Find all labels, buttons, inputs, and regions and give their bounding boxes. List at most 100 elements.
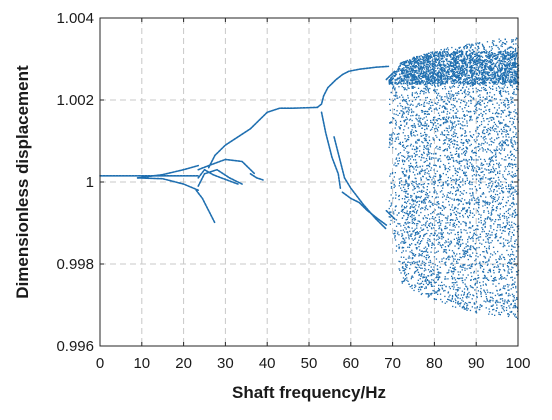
chaos-point xyxy=(493,72,496,74)
chaos-point xyxy=(436,119,438,122)
chaos-point xyxy=(491,206,493,209)
chaos-point xyxy=(460,165,462,167)
chaos-point xyxy=(503,131,505,133)
chaos-point xyxy=(402,141,404,143)
chaos-point xyxy=(452,85,454,87)
chaos-point xyxy=(437,85,440,87)
chaos-point xyxy=(400,124,402,126)
chaos-point xyxy=(441,196,444,198)
chaos-point xyxy=(506,130,508,132)
chaos-point xyxy=(391,134,393,136)
branch-line xyxy=(136,164,200,179)
chaos-point xyxy=(432,262,434,265)
chaos-point xyxy=(414,219,417,221)
chaos-point xyxy=(416,248,418,250)
chaos-point xyxy=(513,93,515,95)
chaos-point xyxy=(454,112,456,114)
chaos-point xyxy=(498,162,500,164)
chaos-point xyxy=(483,129,485,131)
chaos-point xyxy=(446,301,448,303)
chaos-point xyxy=(407,273,410,275)
chaos-point xyxy=(392,81,394,83)
chaos-point xyxy=(458,75,460,77)
chaos-point xyxy=(476,77,478,80)
chaos-point xyxy=(483,277,485,280)
chaos-point xyxy=(426,168,428,170)
chaos-point xyxy=(481,62,484,64)
chaos-point xyxy=(458,93,460,95)
chaos-point xyxy=(466,250,468,252)
chaos-point xyxy=(428,165,431,168)
chaos-point xyxy=(467,160,469,162)
chaos-point xyxy=(501,140,503,142)
chaos-point xyxy=(473,60,476,62)
chaos-point xyxy=(489,225,491,227)
chaos-point xyxy=(479,148,481,150)
chaos-point xyxy=(471,119,473,121)
chaos-point xyxy=(438,216,440,218)
chaos-point xyxy=(430,274,432,277)
chaos-point xyxy=(432,58,434,60)
chaos-point xyxy=(472,74,474,76)
chaos-point xyxy=(499,208,501,210)
chaos-point xyxy=(473,55,476,58)
chaos-point xyxy=(493,308,495,311)
chaos-point xyxy=(455,217,458,219)
chaos-point xyxy=(488,237,490,239)
chaos-point xyxy=(420,109,423,112)
chaos-point xyxy=(447,131,450,133)
chaos-point xyxy=(472,75,474,77)
chaos-point xyxy=(423,224,425,226)
chaos-point xyxy=(494,128,496,130)
chaos-point xyxy=(470,135,472,138)
chaos-point xyxy=(437,85,439,87)
chaos-point xyxy=(466,286,468,288)
chaos-point xyxy=(456,92,458,94)
chaos-point xyxy=(474,53,476,55)
chaos-point xyxy=(430,69,432,71)
chaos-point xyxy=(493,75,495,77)
chaos-point xyxy=(495,233,497,235)
chaos-point xyxy=(414,130,417,132)
chaos-point xyxy=(433,269,435,272)
chaos-point xyxy=(449,87,452,89)
chaos-point xyxy=(451,134,453,137)
chaos-point xyxy=(515,190,517,192)
chaos-point xyxy=(485,109,487,111)
chaos-point xyxy=(432,53,434,55)
chaos-point xyxy=(418,121,420,123)
chaos-point xyxy=(425,250,427,253)
chaos-point xyxy=(415,66,417,68)
chaos-point xyxy=(388,79,391,81)
chaos-point xyxy=(412,104,414,106)
chaos-point xyxy=(488,144,490,146)
chaos-point xyxy=(403,74,406,76)
chaos-point xyxy=(439,272,441,274)
chaos-point xyxy=(464,183,466,185)
chaos-point xyxy=(462,80,464,83)
chaos-point xyxy=(505,188,508,190)
chaos-point xyxy=(484,77,486,79)
chaos-point xyxy=(475,178,478,180)
chaos-point xyxy=(511,46,513,49)
chaos-point xyxy=(409,63,411,65)
chaos-point xyxy=(450,58,452,61)
chaos-point xyxy=(474,248,476,250)
chaos-point xyxy=(515,128,517,130)
chaos-point xyxy=(410,235,412,237)
chaos-point xyxy=(477,126,479,128)
chaos-point xyxy=(420,211,422,214)
chaos-point xyxy=(419,68,421,71)
chaos-point xyxy=(401,206,403,208)
chaos-point xyxy=(503,54,505,56)
chaos-point xyxy=(444,227,446,230)
chaos-point xyxy=(502,277,504,279)
chaos-point xyxy=(461,108,463,110)
chaos-point xyxy=(426,85,428,87)
chaos-point xyxy=(462,128,464,130)
chaos-point xyxy=(452,273,454,275)
chaos-point xyxy=(420,61,422,63)
chaos-point xyxy=(441,246,443,249)
chaos-point xyxy=(445,222,447,224)
chaos-point xyxy=(423,187,425,189)
